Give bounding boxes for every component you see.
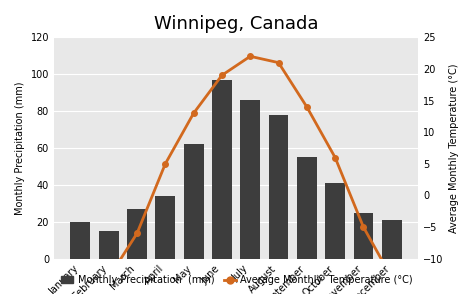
Bar <box>71 222 90 259</box>
Title: Winnipeg, Canada: Winnipeg, Canada <box>154 15 319 33</box>
Bar <box>99 231 118 259</box>
Bar <box>354 213 374 259</box>
Bar <box>155 196 175 259</box>
Y-axis label: Average Monthly Temperature (°C): Average Monthly Temperature (°C) <box>449 63 459 233</box>
Bar <box>184 144 203 259</box>
Bar <box>297 157 317 259</box>
Bar <box>325 183 345 259</box>
Bar <box>382 220 401 259</box>
Bar <box>212 80 232 259</box>
Legend: Monthly Precipitation  (mm), Average Monthly  Temperature (°C): Monthly Precipitation (mm), Average Mont… <box>57 271 417 289</box>
Y-axis label: Monthly Precipitation (mm): Monthly Precipitation (mm) <box>15 81 25 215</box>
Bar <box>240 100 260 259</box>
Bar <box>269 115 288 259</box>
Bar <box>127 209 147 259</box>
